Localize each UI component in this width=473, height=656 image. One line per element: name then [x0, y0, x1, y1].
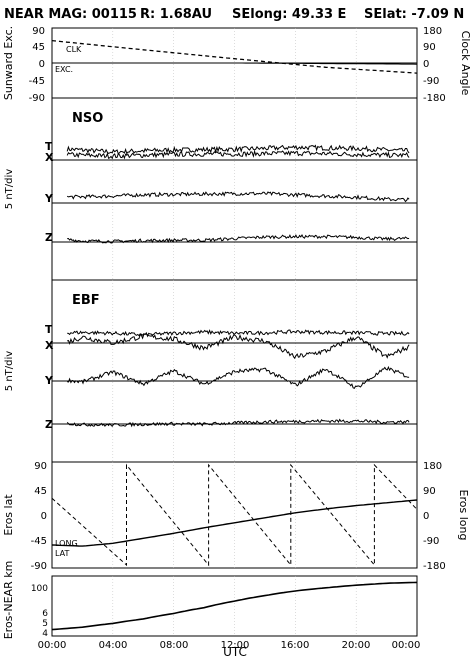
series-exc-line	[52, 62, 418, 65]
ytick-label: 90	[423, 42, 436, 53]
ytick-label: 45	[32, 42, 45, 53]
ytick-label: -45	[31, 536, 47, 547]
ytick-label: -90	[423, 76, 439, 87]
panel-nso: NSO 5 nT/div T X Y Z	[4, 111, 417, 244]
ytick-label: 90	[423, 486, 436, 497]
ylabel-range: Eros-NEAR km	[2, 561, 15, 640]
yticks-eros-left: 90 45 0 -45 -90	[31, 461, 47, 572]
series-range-line	[51, 581, 418, 631]
trace-label-z: Z	[45, 231, 53, 244]
xtick-label: 20:00	[342, 640, 371, 651]
yticks-clock-right: 180 90 0 -90 -180	[423, 26, 446, 104]
series-label-long: LONG	[55, 539, 78, 548]
yticks-eros-right: 180 90 0 -90 -180	[423, 461, 446, 572]
nso-trace-x	[66, 149, 410, 160]
ylabel-nso: 5 nT/div	[4, 169, 15, 209]
ytick-label: 90	[34, 461, 47, 472]
ylabel-clock: Clock Angle	[459, 31, 472, 96]
ytick-label: -90	[423, 536, 439, 547]
panel-eros: Eros lat Eros long 90 45 0 -45 -90 180 9…	[2, 461, 470, 572]
header-selat: SElat: -7.09 N	[364, 7, 464, 22]
ebf-trace-t	[67, 329, 410, 338]
ytick-label: 180	[423, 26, 442, 37]
x-axis: 00:00 04:00 08:00 12:00 16:00 20:00 00:0…	[38, 640, 421, 651]
xtick-label: 00:00	[38, 640, 67, 651]
xtick-label: 00:00	[392, 640, 421, 651]
series-label-clk: CLK	[66, 45, 82, 54]
ytick-label: 6	[42, 609, 48, 619]
xtick-label: 04:00	[99, 640, 128, 651]
ylabel-eros-long: Eros long	[457, 490, 470, 541]
ytick-label: -180	[423, 561, 446, 572]
series-lat-line	[51, 499, 418, 547]
series-label-lat: LAT	[55, 549, 69, 558]
ebf-trace-y	[67, 365, 410, 390]
ytick-label: -45	[29, 76, 45, 87]
yticks-range: 100 6 5 4	[31, 584, 48, 639]
nso-trace-y	[66, 191, 410, 203]
panel-sunward: Sunward Exc. Clock Angle 90 45 0 -45 -90…	[2, 26, 472, 104]
header-selong: SElong: 49.33 E	[232, 7, 346, 22]
series-clk-line	[51, 39, 418, 74]
trace-label-x: X	[45, 339, 54, 352]
ytick-label: 5	[42, 619, 48, 629]
ytick-label: -180	[423, 93, 446, 104]
header-radius: R: 1.68AU	[140, 7, 212, 22]
xtick-label: 08:00	[160, 640, 189, 651]
series-label-exc: EXC.	[55, 65, 73, 74]
series-long-line	[51, 463, 418, 567]
panel-label-nso: NSO	[72, 111, 103, 126]
nso-trace-z	[67, 233, 410, 244]
xtick-label: 16:00	[281, 640, 310, 651]
nso-trace-t	[66, 144, 410, 155]
ylabel-eros-lat: Eros lat	[2, 494, 15, 536]
panel-ebf: EBF 5 nT/div T X Y Z	[4, 293, 417, 431]
ebf-trace-z	[66, 418, 410, 428]
yticks-sunward-left: 90 45 0 -45 -90	[29, 26, 45, 104]
ytick-label: 0	[423, 511, 429, 522]
ebf-trace-x	[67, 333, 410, 360]
trace-label-z: Z	[45, 418, 53, 431]
ylabel-sunward: Sunward Exc.	[2, 26, 15, 100]
trace-label-x: X	[45, 151, 54, 164]
trace-label-y: Y	[44, 192, 54, 205]
header-title: NEAR MAG: 00115	[4, 7, 137, 22]
ytick-label: 4	[42, 629, 48, 639]
ytick-label: 0	[423, 59, 429, 70]
ytick-label: 0	[39, 59, 45, 70]
x-axis-label: UTC	[223, 645, 247, 656]
ytick-label: -90	[31, 561, 47, 572]
ytick-label: -90	[29, 93, 45, 104]
ytick-label: 100	[31, 584, 48, 594]
xtick-label: 12:00	[221, 640, 250, 651]
ytick-label: 90	[32, 26, 45, 37]
trace-label-t: T	[45, 140, 53, 153]
panel-range: Eros-NEAR km 100 6 5 4	[2, 561, 418, 640]
ytick-label: 180	[423, 461, 442, 472]
trace-label-y: Y	[44, 374, 54, 387]
panel-label-ebf: EBF	[72, 293, 100, 308]
ytick-label: 0	[41, 511, 47, 522]
trace-label-t: T	[45, 323, 53, 336]
ytick-label: 45	[34, 486, 47, 497]
ylabel-ebf: 5 nT/div	[4, 351, 15, 391]
